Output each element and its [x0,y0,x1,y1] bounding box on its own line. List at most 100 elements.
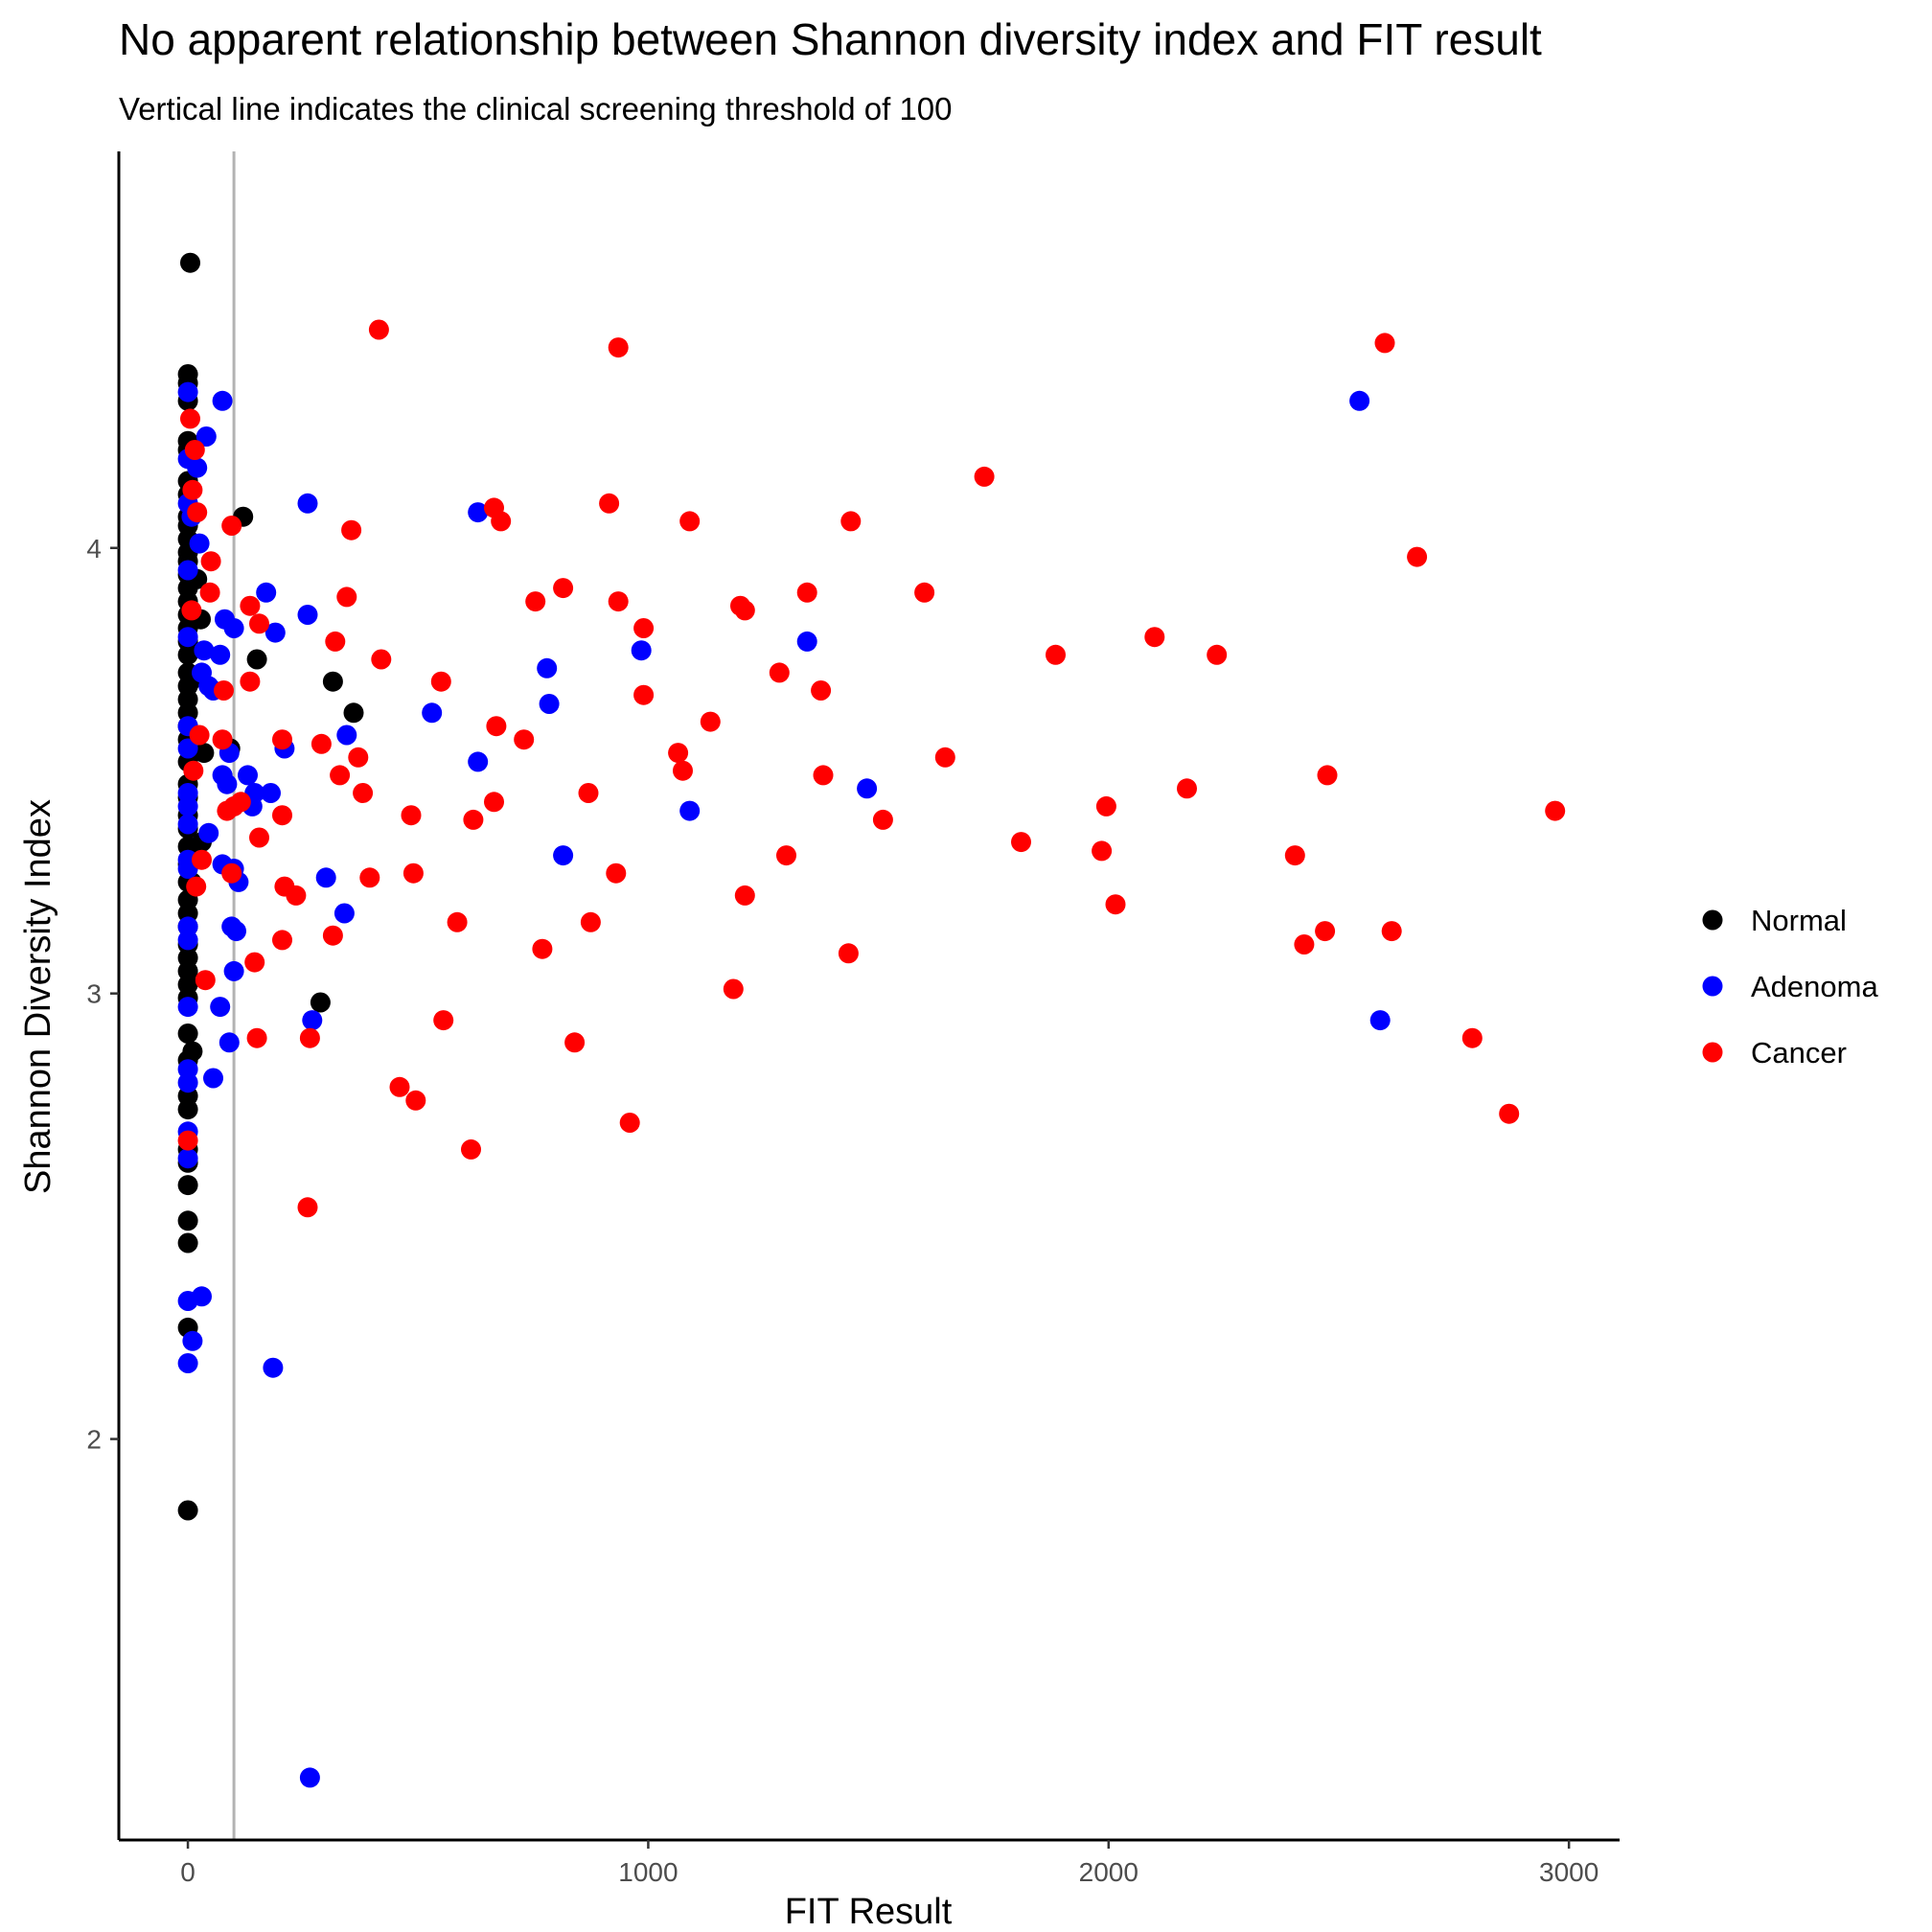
data-point [177,1232,198,1254]
data-point [210,997,231,1018]
data-point [486,716,507,737]
data-point [796,631,817,652]
data-point [198,822,219,843]
data-point [463,809,484,830]
x-axis-title: FIT Result [785,1892,953,1932]
data-point [578,783,599,803]
data-point [221,516,242,536]
data-point [310,992,331,1013]
x-tick-label: 2000 [1079,1857,1138,1887]
data-point [177,814,198,835]
data-point [1349,390,1370,411]
data-point [934,747,955,768]
data-point [796,582,817,603]
data-point [553,845,574,866]
data-point [872,809,893,830]
data-point [405,1090,426,1111]
data-point [468,502,489,523]
data-point [389,1076,410,1097]
data-point [857,778,878,799]
legend-label-adenoma: Adenoma [1751,970,1878,1003]
data-point [199,582,220,603]
data-point [608,337,629,358]
data-point [187,502,208,523]
legend-key-normal [1702,909,1723,931]
data-point [700,711,721,732]
data-point [631,640,652,661]
data-point [272,805,292,826]
data-point [341,519,362,540]
data-point [184,440,205,460]
data-point [272,729,292,750]
data-point [1407,546,1428,567]
data-point [484,792,504,813]
data-point [177,1175,198,1196]
data-point [196,426,217,447]
data-point [679,800,701,821]
data-point [177,627,198,648]
data-point [1095,795,1116,816]
data-point [238,765,258,786]
data-point [525,591,546,612]
data-point [838,943,859,964]
data-point [177,1148,198,1169]
data-point [230,792,251,813]
data-point [1105,894,1126,915]
data-point [194,640,215,661]
series-adenoma [177,381,1391,1788]
data-point [336,724,357,746]
data-point [359,867,380,888]
data-point [195,970,216,991]
data-point [580,911,601,932]
data-point [679,511,701,532]
data-point [218,1032,240,1053]
data-point [811,680,832,701]
data-point [297,605,318,625]
data-point [203,1068,223,1089]
data-point [272,930,292,951]
data-point [212,390,233,411]
data-point [840,511,862,532]
data-point [189,724,210,746]
data-point [249,613,269,634]
data-point [192,1286,212,1307]
chart-subtitle: Vertical line indicates the clinical scr… [119,91,953,126]
data-point [1315,921,1336,942]
data-point [537,657,558,678]
data-point [192,849,212,870]
y-tick-label: 4 [86,534,102,564]
data-point [1144,627,1165,648]
series-cancer [177,319,1566,1218]
data-point [177,560,198,581]
data-point [539,694,560,714]
data-point [1046,644,1066,665]
y-tick-label: 2 [86,1425,102,1455]
data-point [619,1113,640,1133]
data-point [177,381,198,402]
data-point [244,952,265,973]
data-point [606,862,627,884]
data-point [186,876,207,897]
y-axis-title: Shannon Diversity Index [18,799,58,1194]
data-point [182,1041,203,1062]
data-point [343,702,364,724]
data-point [177,1099,198,1120]
legend-key-adenoma [1702,976,1723,997]
data-point [353,783,374,803]
data-point [633,618,655,638]
data-point [734,885,755,906]
data-point [336,586,357,608]
data-point [264,622,286,643]
data-point [422,702,443,724]
data-point [217,773,238,794]
data-point [310,733,332,754]
data-point [1011,832,1031,853]
data-point [1499,1103,1520,1124]
data-point [673,760,693,781]
data-point [226,921,246,942]
data-point [177,1500,198,1521]
data-point [299,1027,320,1048]
data-point [633,684,655,705]
x-tick-label: 1000 [618,1857,678,1887]
